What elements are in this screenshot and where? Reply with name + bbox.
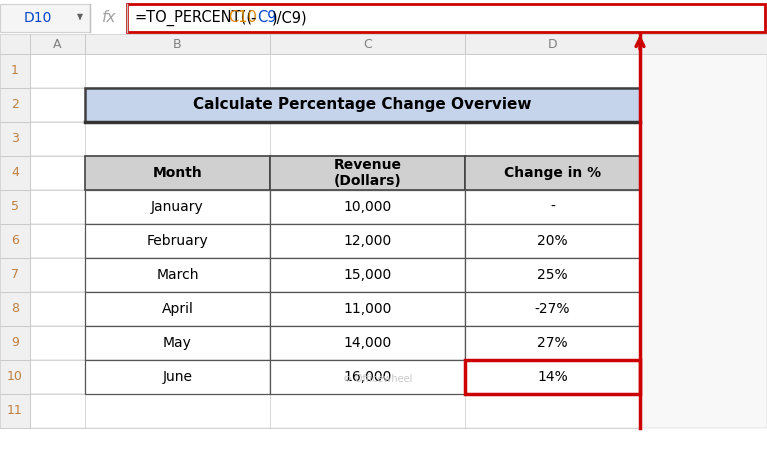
Bar bbox=[0, 360, 30, 394]
Text: )/C9): )/C9) bbox=[272, 11, 308, 26]
Bar bbox=[30, 394, 640, 428]
Text: 14,000: 14,000 bbox=[344, 336, 392, 350]
Text: fx: fx bbox=[102, 11, 117, 26]
Bar bbox=[0, 292, 30, 326]
Text: June: June bbox=[163, 370, 193, 384]
Text: 3: 3 bbox=[11, 133, 19, 145]
Bar bbox=[270, 156, 465, 190]
Bar bbox=[85, 190, 270, 224]
Text: -: - bbox=[250, 11, 255, 26]
Text: 10: 10 bbox=[7, 371, 23, 383]
Text: 14%: 14% bbox=[537, 370, 568, 384]
Bar bbox=[0, 54, 30, 88]
Bar bbox=[465, 258, 640, 292]
Text: C9: C9 bbox=[258, 11, 277, 26]
Bar bbox=[465, 326, 640, 360]
Bar bbox=[30, 326, 640, 360]
Bar bbox=[270, 258, 465, 292]
Text: A: A bbox=[53, 37, 62, 51]
Bar bbox=[30, 54, 640, 88]
Text: 9: 9 bbox=[11, 336, 19, 350]
Bar bbox=[85, 360, 270, 394]
Bar bbox=[0, 190, 30, 224]
Bar bbox=[270, 224, 465, 258]
Text: C: C bbox=[363, 37, 372, 51]
Text: March: March bbox=[156, 268, 199, 282]
Bar bbox=[30, 360, 640, 394]
Bar bbox=[0, 224, 30, 258]
Text: 6: 6 bbox=[11, 234, 19, 248]
Bar bbox=[30, 122, 640, 156]
Text: 11,000: 11,000 bbox=[344, 302, 392, 316]
Text: B: B bbox=[173, 37, 182, 51]
Text: 1: 1 bbox=[11, 64, 19, 78]
Bar bbox=[465, 292, 640, 326]
Bar bbox=[0, 156, 30, 190]
Bar bbox=[465, 224, 640, 258]
Text: 10,000: 10,000 bbox=[344, 200, 392, 214]
Text: -27%: -27% bbox=[535, 302, 570, 316]
Text: ⚙ Officewheel: ⚙ Officewheel bbox=[343, 374, 412, 384]
Bar bbox=[127, 4, 765, 32]
Text: 12,000: 12,000 bbox=[344, 234, 392, 248]
Text: 4: 4 bbox=[11, 166, 19, 180]
Text: 27%: 27% bbox=[537, 336, 568, 350]
Bar bbox=[30, 292, 640, 326]
Bar bbox=[85, 88, 640, 122]
Bar bbox=[270, 292, 465, 326]
Text: =TO_PERCENT((: =TO_PERCENT(( bbox=[135, 10, 253, 26]
Text: 2: 2 bbox=[11, 99, 19, 112]
Bar bbox=[465, 190, 640, 224]
Text: 15,000: 15,000 bbox=[344, 268, 392, 282]
Bar bbox=[0, 34, 767, 54]
Bar bbox=[0, 326, 30, 360]
Bar bbox=[270, 360, 465, 394]
Bar bbox=[270, 190, 465, 224]
Text: 11: 11 bbox=[7, 404, 23, 418]
Bar bbox=[30, 258, 640, 292]
Bar bbox=[640, 34, 767, 428]
Text: Calculate Percentage Change Overview: Calculate Percentage Change Overview bbox=[193, 97, 532, 112]
Bar bbox=[85, 258, 270, 292]
Text: February: February bbox=[146, 234, 209, 248]
Bar bbox=[85, 292, 270, 326]
Bar bbox=[85, 326, 270, 360]
Text: Change in %: Change in % bbox=[504, 166, 601, 180]
Text: Revenue
(Dollars): Revenue (Dollars) bbox=[334, 158, 401, 188]
Bar bbox=[85, 156, 270, 190]
Text: D10: D10 bbox=[24, 11, 52, 25]
Bar bbox=[85, 224, 270, 258]
Text: January: January bbox=[151, 200, 204, 214]
Bar bbox=[0, 258, 30, 292]
Text: C10: C10 bbox=[229, 11, 258, 26]
Bar bbox=[30, 190, 640, 224]
Text: 16,000: 16,000 bbox=[344, 370, 392, 384]
Bar bbox=[30, 224, 640, 258]
Bar bbox=[465, 360, 640, 394]
Text: May: May bbox=[163, 336, 192, 350]
Bar bbox=[0, 394, 30, 428]
Bar bbox=[465, 156, 640, 190]
Text: 7: 7 bbox=[11, 269, 19, 282]
Text: 5: 5 bbox=[11, 201, 19, 213]
Bar bbox=[30, 88, 640, 122]
Text: -: - bbox=[550, 200, 555, 214]
Text: Month: Month bbox=[153, 166, 202, 180]
Text: 20%: 20% bbox=[537, 234, 568, 248]
Bar bbox=[30, 156, 640, 190]
Bar bbox=[0, 122, 30, 156]
Bar bbox=[0, 4, 90, 32]
Text: 8: 8 bbox=[11, 303, 19, 315]
Text: D: D bbox=[548, 37, 558, 51]
Text: 25%: 25% bbox=[537, 268, 568, 282]
Bar bbox=[270, 326, 465, 360]
Bar bbox=[0, 88, 30, 122]
Text: April: April bbox=[162, 302, 193, 316]
